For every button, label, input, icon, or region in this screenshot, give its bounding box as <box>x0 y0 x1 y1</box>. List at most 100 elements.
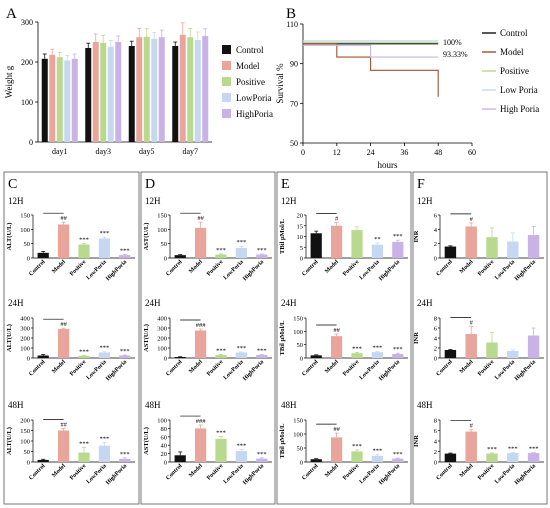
significance-mark: ## <box>60 421 67 428</box>
y-tick-label: 100 <box>293 329 303 336</box>
y-tick-label: 0 <box>434 356 437 363</box>
x-tick-label: Positive <box>206 463 225 482</box>
x-tick-label: HighPoria <box>378 359 401 382</box>
y-tick-label: 50 <box>24 449 31 456</box>
y-tick-label: 100 <box>157 227 167 234</box>
y-tick-label: 20 <box>161 451 168 458</box>
significance-mark: *** <box>373 344 383 351</box>
bar <box>392 354 404 358</box>
y-tick-label: 150 <box>293 418 303 425</box>
y-tick-label: 6 <box>434 326 438 333</box>
x-tick-label: Control <box>301 259 320 278</box>
y-tick-label: 0 <box>300 356 303 363</box>
legend-label: Control <box>500 28 528 38</box>
x-tick-label: Control <box>301 463 320 482</box>
y-tick-label: 90 <box>290 60 298 69</box>
bar <box>256 458 268 462</box>
bar <box>310 459 322 462</box>
bar <box>371 244 384 258</box>
significance-mark: *** <box>100 230 110 237</box>
bar <box>330 437 343 462</box>
bar <box>119 355 131 358</box>
significance-mark: *** <box>237 239 247 246</box>
significance-mark: *** <box>120 348 130 355</box>
x-tick-label: HighPoria <box>514 359 537 382</box>
x-tick-label: Model <box>459 359 475 375</box>
bar <box>507 351 519 358</box>
legend-label: Model <box>236 61 260 71</box>
x-tick-label: Positive <box>477 259 496 278</box>
significance-mark: ## <box>197 215 204 222</box>
bar <box>98 445 111 462</box>
significance-mark: *** <box>257 451 267 458</box>
annotation: 100% <box>443 38 462 47</box>
significance-mark: ## <box>60 321 67 328</box>
x-tick-label: Model <box>459 463 475 479</box>
y-tick-label: 0 <box>27 256 30 263</box>
bar <box>37 459 49 462</box>
y-tick-label: 100 <box>157 418 167 425</box>
bar <box>98 352 111 358</box>
x-tick-label: HighPoria <box>242 463 265 486</box>
x-tick-label: 60 <box>468 148 476 157</box>
x-tick-label: 48 <box>434 148 442 157</box>
y-tick-label: 100 <box>20 227 30 234</box>
x-tick-label: HighPoria <box>242 259 265 282</box>
y-axis-label: TBil μMol/L <box>279 423 286 459</box>
bar <box>57 224 70 258</box>
bar <box>527 235 540 258</box>
y-tick-label: 20 <box>297 213 304 220</box>
y-tick-label: 100 <box>293 432 303 439</box>
bar <box>486 237 498 258</box>
y-tick-label: 2 <box>434 346 437 353</box>
panel-b-plot: 50 70 90 110 0 12 24 36 48 60 hours Survival % 100% 9… <box>275 20 539 170</box>
bar <box>64 60 71 142</box>
y-tick-label: 0 <box>29 138 33 147</box>
y-tick-label: 0 <box>164 356 167 363</box>
time-label: 48H <box>417 400 433 410</box>
bar <box>187 37 194 143</box>
bar <box>136 37 143 143</box>
significance-mark: # <box>470 320 474 327</box>
legend-label: LowPoria <box>236 93 272 103</box>
bar <box>194 428 207 462</box>
y-axis-label: INR <box>413 435 420 447</box>
y-tick-label: 0 <box>27 356 30 363</box>
bar <box>215 254 227 258</box>
y-axis-label: Survival % <box>275 63 285 104</box>
y-axis-label: ALT(U/L) <box>6 427 13 455</box>
x-tick-label: Model <box>51 259 67 275</box>
x-tick-label: Model <box>324 259 340 275</box>
bar <box>174 455 186 462</box>
significance-mark: # <box>335 216 339 223</box>
x-tick-label: Control <box>436 359 455 378</box>
y-tick-label: 70 <box>290 99 298 108</box>
y-tick-label: 100 <box>21 98 33 107</box>
bar <box>107 46 114 142</box>
x-tick-label: Model <box>188 463 204 479</box>
y-tick-label: 0 <box>434 460 437 467</box>
x-tick-label: Positive <box>342 359 361 378</box>
bar <box>310 355 322 358</box>
significance-mark: *** <box>352 443 362 450</box>
time-label: 24H <box>8 298 24 308</box>
legend-swatch <box>222 93 231 102</box>
significance-mark: ## <box>333 426 340 433</box>
bar <box>235 247 248 258</box>
panel-frame <box>276 171 412 505</box>
y-tick-label: 100 <box>20 439 30 446</box>
bar <box>71 58 78 142</box>
x-tick-label: Positive <box>69 359 88 378</box>
panel-letter: F <box>417 177 425 192</box>
significance-mark: # <box>470 216 474 223</box>
significance-mark: *** <box>352 345 362 352</box>
time-label: 12H <box>417 196 433 206</box>
y-tick-label: 50 <box>290 139 298 148</box>
panel-letter-a: A <box>6 6 17 22</box>
y-tick-label: 4 <box>434 439 438 446</box>
significance-mark: *** <box>100 345 110 352</box>
bar <box>256 254 268 258</box>
panel-frame <box>412 171 548 505</box>
bar <box>527 335 540 358</box>
